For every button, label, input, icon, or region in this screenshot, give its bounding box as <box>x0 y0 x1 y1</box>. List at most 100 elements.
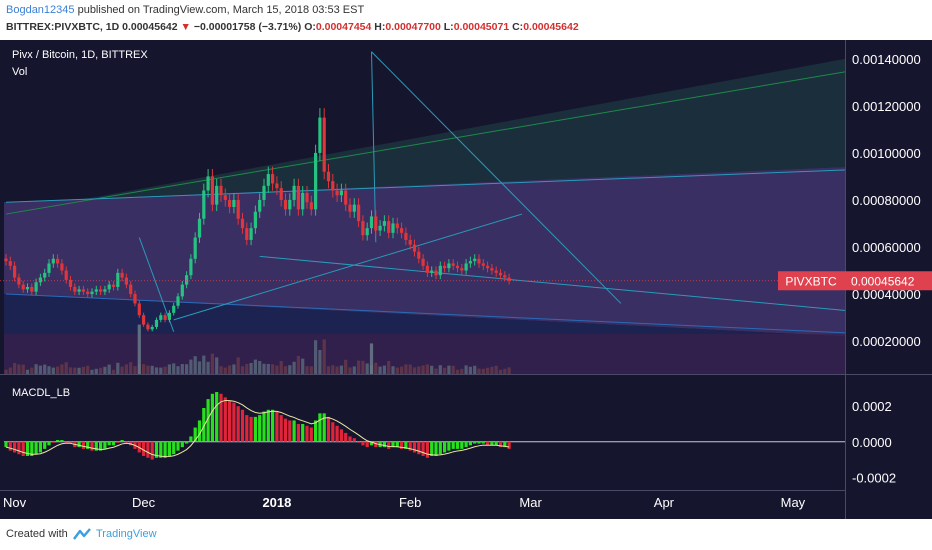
volume-bar <box>258 361 262 374</box>
tradingview-logo-icon[interactable] <box>72 527 92 541</box>
volume-bar <box>103 366 107 374</box>
volume-bar <box>253 359 257 374</box>
volume-bar <box>163 366 167 374</box>
candle-body <box>400 228 404 233</box>
price-tick-label: 0.00140000 <box>852 52 921 67</box>
macd-bar <box>275 411 279 442</box>
candle-body <box>120 272 124 278</box>
candle-body <box>228 199 232 207</box>
volume-bar <box>490 366 494 374</box>
candle-body <box>412 244 417 252</box>
volume-bar <box>408 364 412 374</box>
volume-bar <box>47 366 51 374</box>
volume-bar <box>172 363 176 374</box>
chart-area[interactable]: 0.00020000 0.00040000 0.00060000 0.00080000… <box>0 40 932 519</box>
candle-body <box>430 270 434 273</box>
volume-bar <box>219 366 223 374</box>
macd-bar <box>464 441 468 448</box>
candle-body <box>167 312 171 320</box>
macd-bar <box>25 441 30 456</box>
macd-bar <box>142 441 146 456</box>
time-axis: Nov Dec 2018 Feb Mar Apr May <box>0 490 845 519</box>
macd-bar <box>490 441 494 446</box>
down-arrow-icon: ▼ <box>180 21 191 33</box>
open-value: 0.00047454 <box>315 21 372 33</box>
volume-bar <box>8 367 12 374</box>
volume-bar <box>202 355 206 374</box>
macd-bar <box>507 441 511 449</box>
macd-bar <box>335 425 339 442</box>
macd-bar <box>236 406 240 442</box>
time-tick-label: Dec <box>132 495 156 510</box>
candle-body <box>64 270 68 280</box>
candle-body <box>68 279 73 287</box>
high-value: 0.00047700 <box>385 21 441 33</box>
candle-body <box>382 221 386 226</box>
volume-bar <box>262 363 266 374</box>
candle-body <box>38 277 42 283</box>
macd-bar <box>314 420 318 442</box>
macd-bar <box>202 408 206 442</box>
volume-bar <box>180 364 184 374</box>
volume-bar <box>142 364 146 374</box>
volume-bar <box>13 363 17 374</box>
volume-bar <box>245 364 249 374</box>
macd-bar <box>38 441 42 453</box>
candle-body <box>292 185 296 200</box>
volume-bar <box>292 361 296 374</box>
volume-bar <box>185 364 189 374</box>
candle-body <box>460 268 464 271</box>
candle-body <box>154 319 159 327</box>
volume-bar <box>481 368 485 374</box>
volume-bar <box>421 365 425 374</box>
volume-bar <box>60 364 64 374</box>
candle-body <box>51 258 55 264</box>
candle-body <box>73 286 77 292</box>
volume-bar <box>51 367 55 374</box>
tradingview-link[interactable]: TradingView <box>96 528 157 540</box>
volume-bar <box>210 353 214 374</box>
candle-body <box>129 284 133 295</box>
volume-bar <box>154 367 159 374</box>
time-tick-label: 2018 <box>262 495 291 510</box>
volume-bar <box>275 365 279 374</box>
candle-body <box>404 232 408 240</box>
macd-bar <box>56 440 60 442</box>
macd-bar <box>434 441 438 456</box>
price-tick-label: 0.00100000 <box>852 146 921 161</box>
candle-body <box>271 174 275 184</box>
volume-bar <box>116 362 120 374</box>
volume-bar <box>365 363 369 374</box>
macd-bar <box>232 402 236 442</box>
volume-bar <box>43 364 47 374</box>
volume-bar <box>133 366 137 374</box>
candle-body <box>172 305 176 313</box>
macd-bar <box>271 409 275 442</box>
macd-bar <box>30 441 34 456</box>
volume-bar <box>451 365 455 374</box>
macd-bar <box>400 441 404 449</box>
volume-bar <box>460 368 464 374</box>
macd-bar <box>404 441 408 449</box>
macd-bar <box>477 441 481 444</box>
candle-body <box>47 263 51 273</box>
candle-body <box>477 258 481 264</box>
macd-bar <box>107 441 111 446</box>
macd-bar <box>361 441 365 446</box>
author-link[interactable]: Bogdan12345 <box>6 4 75 16</box>
macd-bar <box>103 441 107 449</box>
volume-bar <box>434 368 438 374</box>
macd-bar <box>154 441 159 458</box>
volume-bar <box>206 361 210 374</box>
candle-body <box>133 294 137 304</box>
macd-bar <box>498 441 503 448</box>
open-label: O: <box>304 21 316 33</box>
candlesticks <box>4 108 511 332</box>
candle-body <box>86 291 90 295</box>
volume-bar <box>412 367 417 374</box>
volume-bar <box>326 366 331 374</box>
ohlc-line: BITTREX:PIVXBTC, 1D 0.00045642 ▼ −0.0000… <box>6 21 579 33</box>
main-chart-title: Pivx / Bitcoin, 1D, BITTREX <box>12 49 148 61</box>
candle-body <box>486 265 490 269</box>
candle-body <box>283 199 288 210</box>
